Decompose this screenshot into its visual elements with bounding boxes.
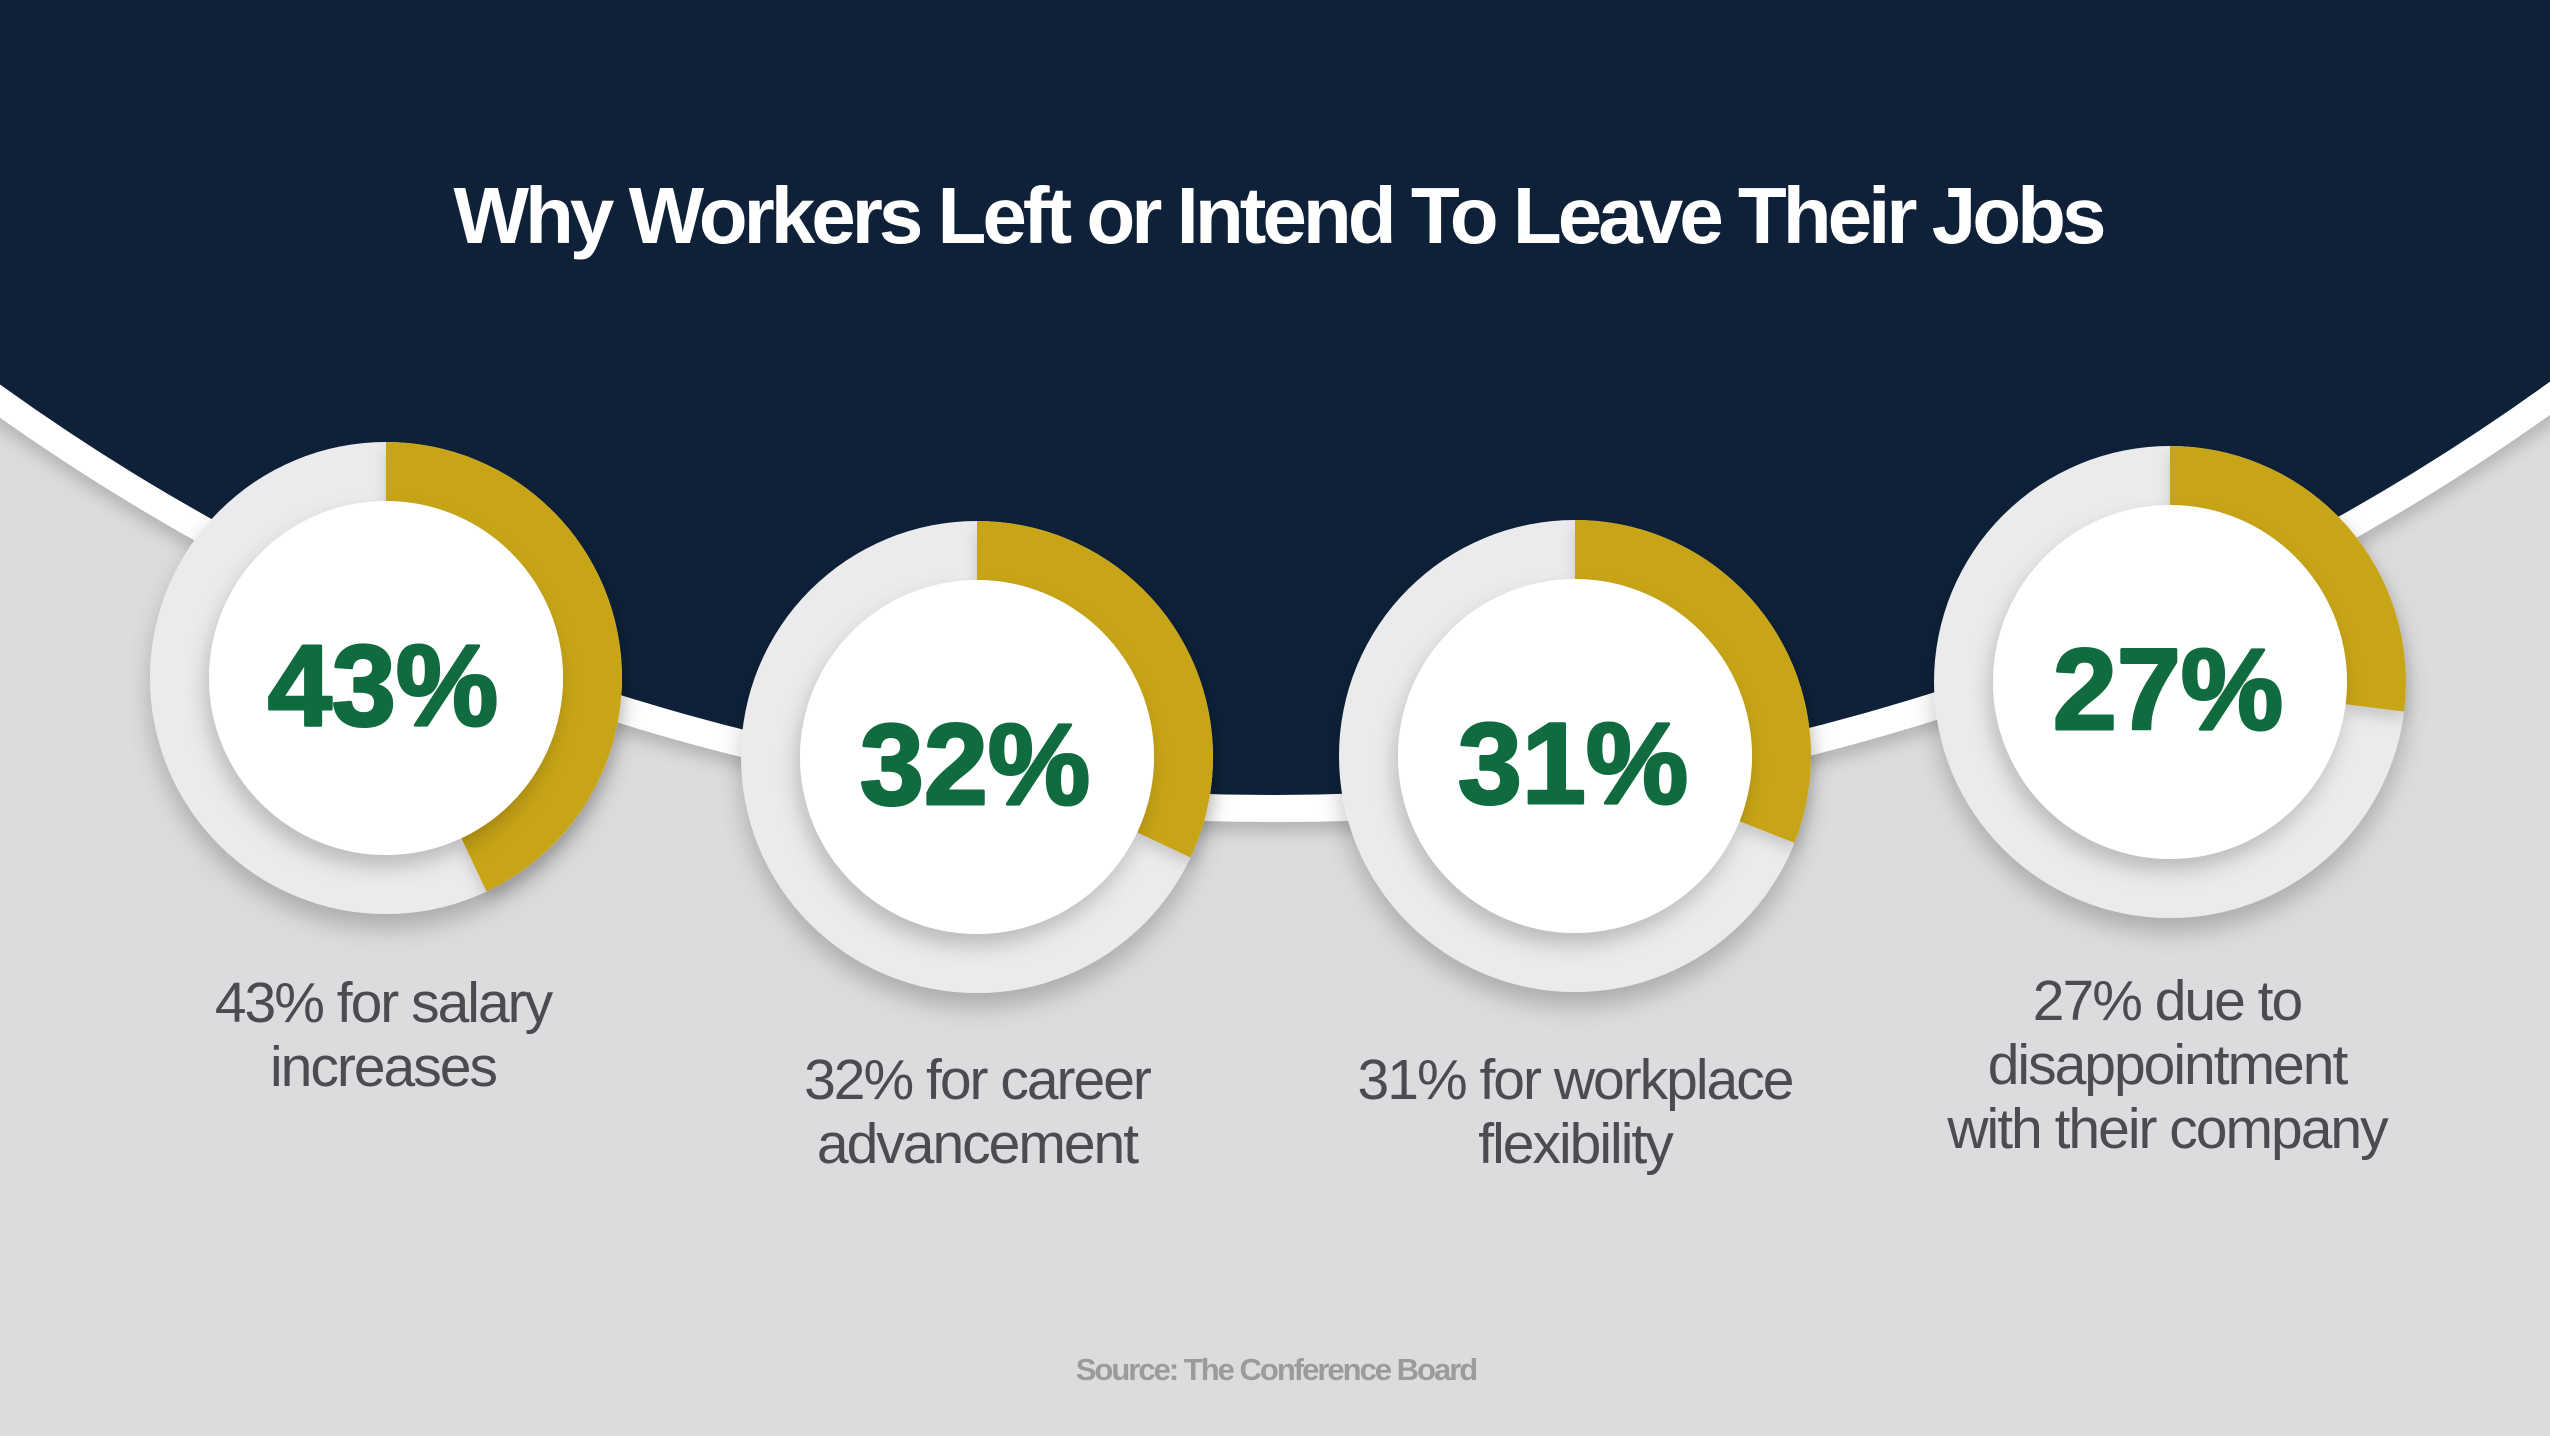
svg-text:with their company: with their company [1946,1097,2389,1161]
svg-text:disappointment: disappointment [1988,1033,2349,1097]
svg-text:Source: The Conference Board: Source: The Conference Board [1076,1352,1477,1387]
svg-text:increases: increases [270,1035,496,1099]
svg-text:43%: 43% [268,622,498,750]
svg-text:32% for career: 32% for career [804,1048,1152,1112]
svg-text:27% due to: 27% due to [2033,969,2302,1033]
svg-text:31% for workplace: 31% for workplace [1358,1048,1793,1112]
svg-text:32%: 32% [860,701,1090,829]
svg-text:27%: 27% [2053,626,2283,754]
svg-text:43% for salary: 43% for salary [215,971,554,1035]
svg-text:flexibility: flexibility [1478,1112,1674,1176]
svg-text:advancement: advancement [817,1112,1139,1176]
svg-text:Why Workers Left or Intend To: Why Workers Left or Intend To Leave Thei… [454,171,2104,260]
svg-text:31%: 31% [1458,700,1688,828]
